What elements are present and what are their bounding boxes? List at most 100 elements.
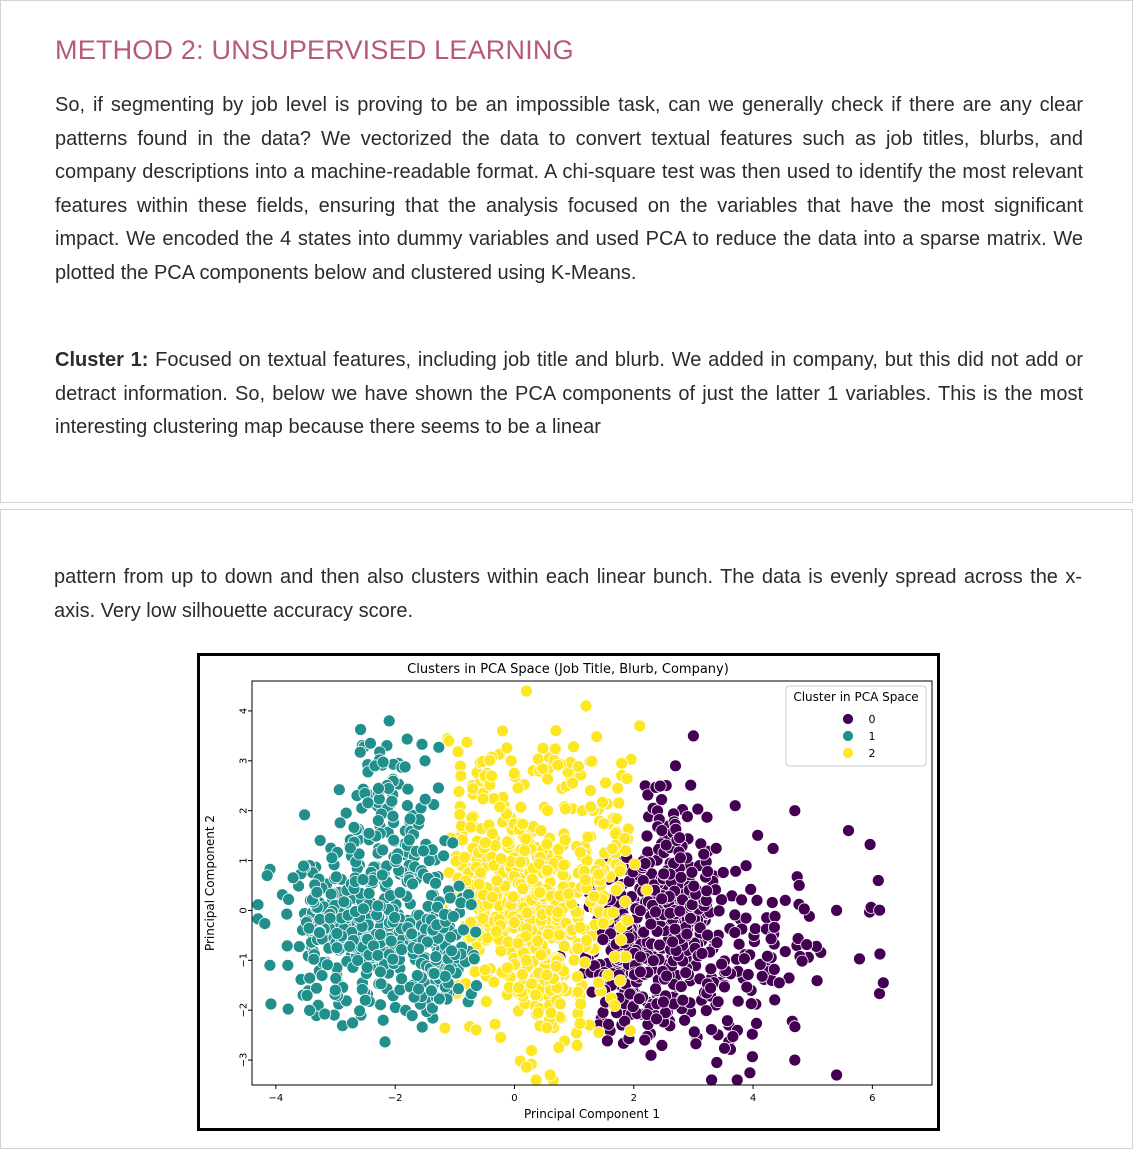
scatter-point-cluster-2 — [605, 842, 619, 856]
pca-cluster-chart: Clusters in PCA Space (Job Title, Blurb,… — [197, 653, 940, 1131]
scatter-point-cluster-0 — [873, 947, 887, 961]
scatter-point-cluster-2 — [628, 857, 642, 871]
scatter-point-cluster-1 — [427, 967, 441, 981]
scatter-point-cluster-1 — [343, 841, 357, 855]
scatter-point-cluster-1 — [395, 943, 409, 957]
scatter-point-cluster-0 — [743, 1066, 757, 1080]
scatter-point-cluster-0 — [797, 902, 811, 916]
scatter-point-cluster-2 — [519, 953, 533, 967]
scatter-point-cluster-1 — [263, 958, 277, 972]
scatter-point-cluster-1 — [351, 953, 365, 967]
scatter-point-cluster-2 — [620, 772, 634, 786]
scatter-point-cluster-1 — [339, 806, 353, 820]
scatter-point-cluster-0 — [640, 829, 654, 843]
scatter-point-cluster-0 — [710, 1056, 724, 1069]
scatter-point-cluster-1 — [452, 879, 466, 893]
scatter-point-cluster-2 — [494, 852, 508, 866]
scatter-point-cluster-1 — [470, 979, 483, 993]
scatter-point-cluster-1 — [372, 782, 385, 795]
scatter-point-cluster-0 — [685, 865, 699, 879]
scatter-point-cluster-2 — [483, 753, 497, 767]
scatter-point-cluster-1 — [451, 982, 465, 996]
scatter-point-cluster-0 — [761, 949, 774, 963]
scatter-point-cluster-0 — [710, 936, 724, 950]
scatter-point-cluster-1 — [354, 723, 368, 736]
scatter-point-cluster-2 — [506, 890, 520, 904]
scatter-point-cluster-0 — [792, 878, 806, 892]
scatter-point-cluster-2 — [541, 804, 555, 817]
scatter-point-cluster-0 — [700, 884, 714, 898]
scatter-point-cluster-1 — [352, 847, 366, 861]
scatter-point-cluster-2 — [553, 997, 567, 1011]
scatter-point-cluster-1 — [307, 952, 321, 966]
scatter-point-cluster-0 — [684, 911, 697, 925]
scatter-point-cluster-2 — [573, 845, 587, 859]
scatter-point-cluster-2 — [567, 740, 581, 754]
scatter-point-cluster-0 — [684, 778, 698, 792]
scatter-point-cluster-1 — [469, 925, 483, 939]
scatter-point-cluster-1 — [264, 997, 278, 1011]
scatter-point-cluster-2 — [536, 762, 550, 776]
scatter-point-cluster-0 — [810, 974, 824, 988]
x-tick-label: 6 — [869, 1093, 875, 1104]
scatter-point-cluster-0 — [638, 1033, 652, 1047]
scatter-point-cluster-2 — [515, 968, 529, 981]
scatter-point-cluster-2 — [584, 800, 598, 814]
scatter-point-cluster-0 — [728, 926, 742, 940]
scatter-point-cluster-1 — [438, 969, 452, 983]
scatter-point-cluster-2 — [453, 808, 467, 822]
scatter-point-cluster-2 — [507, 916, 521, 930]
scatter-point-cluster-1 — [330, 941, 344, 955]
scatter-point-cluster-2 — [557, 939, 571, 953]
scatter-point-cluster-1 — [437, 849, 451, 863]
scatter-point-cluster-2 — [540, 1021, 554, 1035]
scatter-point-cluster-0 — [650, 1012, 663, 1026]
scatter-point-cluster-0 — [655, 1038, 669, 1052]
scatter-point-cluster-0 — [655, 892, 669, 906]
scatter-point-cluster-0 — [678, 1013, 692, 1027]
y-axis-label: Principal Component 2 — [203, 815, 217, 951]
scatter-point-cluster-1 — [410, 969, 424, 982]
scatter-point-cluster-1 — [310, 885, 324, 899]
scatter-point-cluster-1 — [337, 895, 351, 909]
scatter-point-cluster-1 — [313, 834, 327, 847]
scatter-point-cluster-2 — [580, 934, 593, 947]
scatter-point-cluster-2 — [485, 827, 499, 841]
scatter-point-cluster-0 — [768, 993, 782, 1007]
scatter-point-cluster-0 — [656, 995, 670, 1009]
scatter-point-cluster-2 — [476, 792, 490, 806]
scatter-point-cluster-2 — [519, 684, 533, 698]
scatter-point-cluster-0 — [715, 957, 728, 971]
scatter-point-cluster-1 — [330, 927, 344, 940]
scatter-point-cluster-2 — [579, 699, 593, 713]
scatter-point-cluster-0 — [602, 1017, 615, 1031]
scatter-point-cluster-0 — [740, 980, 754, 994]
scatter-point-cluster-1 — [329, 870, 343, 884]
scatter-point-cluster-2 — [516, 817, 530, 831]
scatter-point-cluster-0 — [751, 828, 765, 842]
scatter-point-cluster-1 — [343, 939, 357, 953]
scatter-point-cluster-0 — [764, 932, 778, 946]
legend-marker-0 — [842, 713, 854, 725]
scatter-point-cluster-0 — [600, 1034, 614, 1048]
scatter-point-cluster-2 — [573, 921, 587, 934]
scatter-point-cluster-2 — [442, 734, 456, 748]
scatter-point-cluster-0 — [788, 804, 802, 818]
scatter-point-cluster-1 — [353, 1004, 367, 1018]
cluster-text: Focused on textual features, including j… — [55, 349, 1083, 438]
y-tick-label: 1 — [239, 857, 250, 863]
scatter-point-cluster-2 — [507, 766, 521, 780]
scatter-point-cluster-0 — [715, 893, 728, 907]
scatter-point-cluster-1 — [405, 1009, 419, 1023]
scatter-point-cluster-1 — [260, 869, 274, 883]
scatter-point-cluster-2 — [606, 906, 620, 920]
x-tick-label: −2 — [388, 1093, 403, 1104]
scatter-point-cluster-2 — [460, 735, 474, 749]
scatter-point-cluster-0 — [778, 945, 792, 959]
scatter-point-cluster-2 — [474, 866, 488, 880]
scatter-point-cluster-1 — [395, 972, 409, 986]
scatter-point-cluster-0 — [659, 838, 673, 852]
scatter-point-cluster-0 — [716, 866, 730, 879]
scatter-point-cluster-1 — [415, 1020, 429, 1034]
scatter-point-cluster-2 — [557, 858, 571, 872]
